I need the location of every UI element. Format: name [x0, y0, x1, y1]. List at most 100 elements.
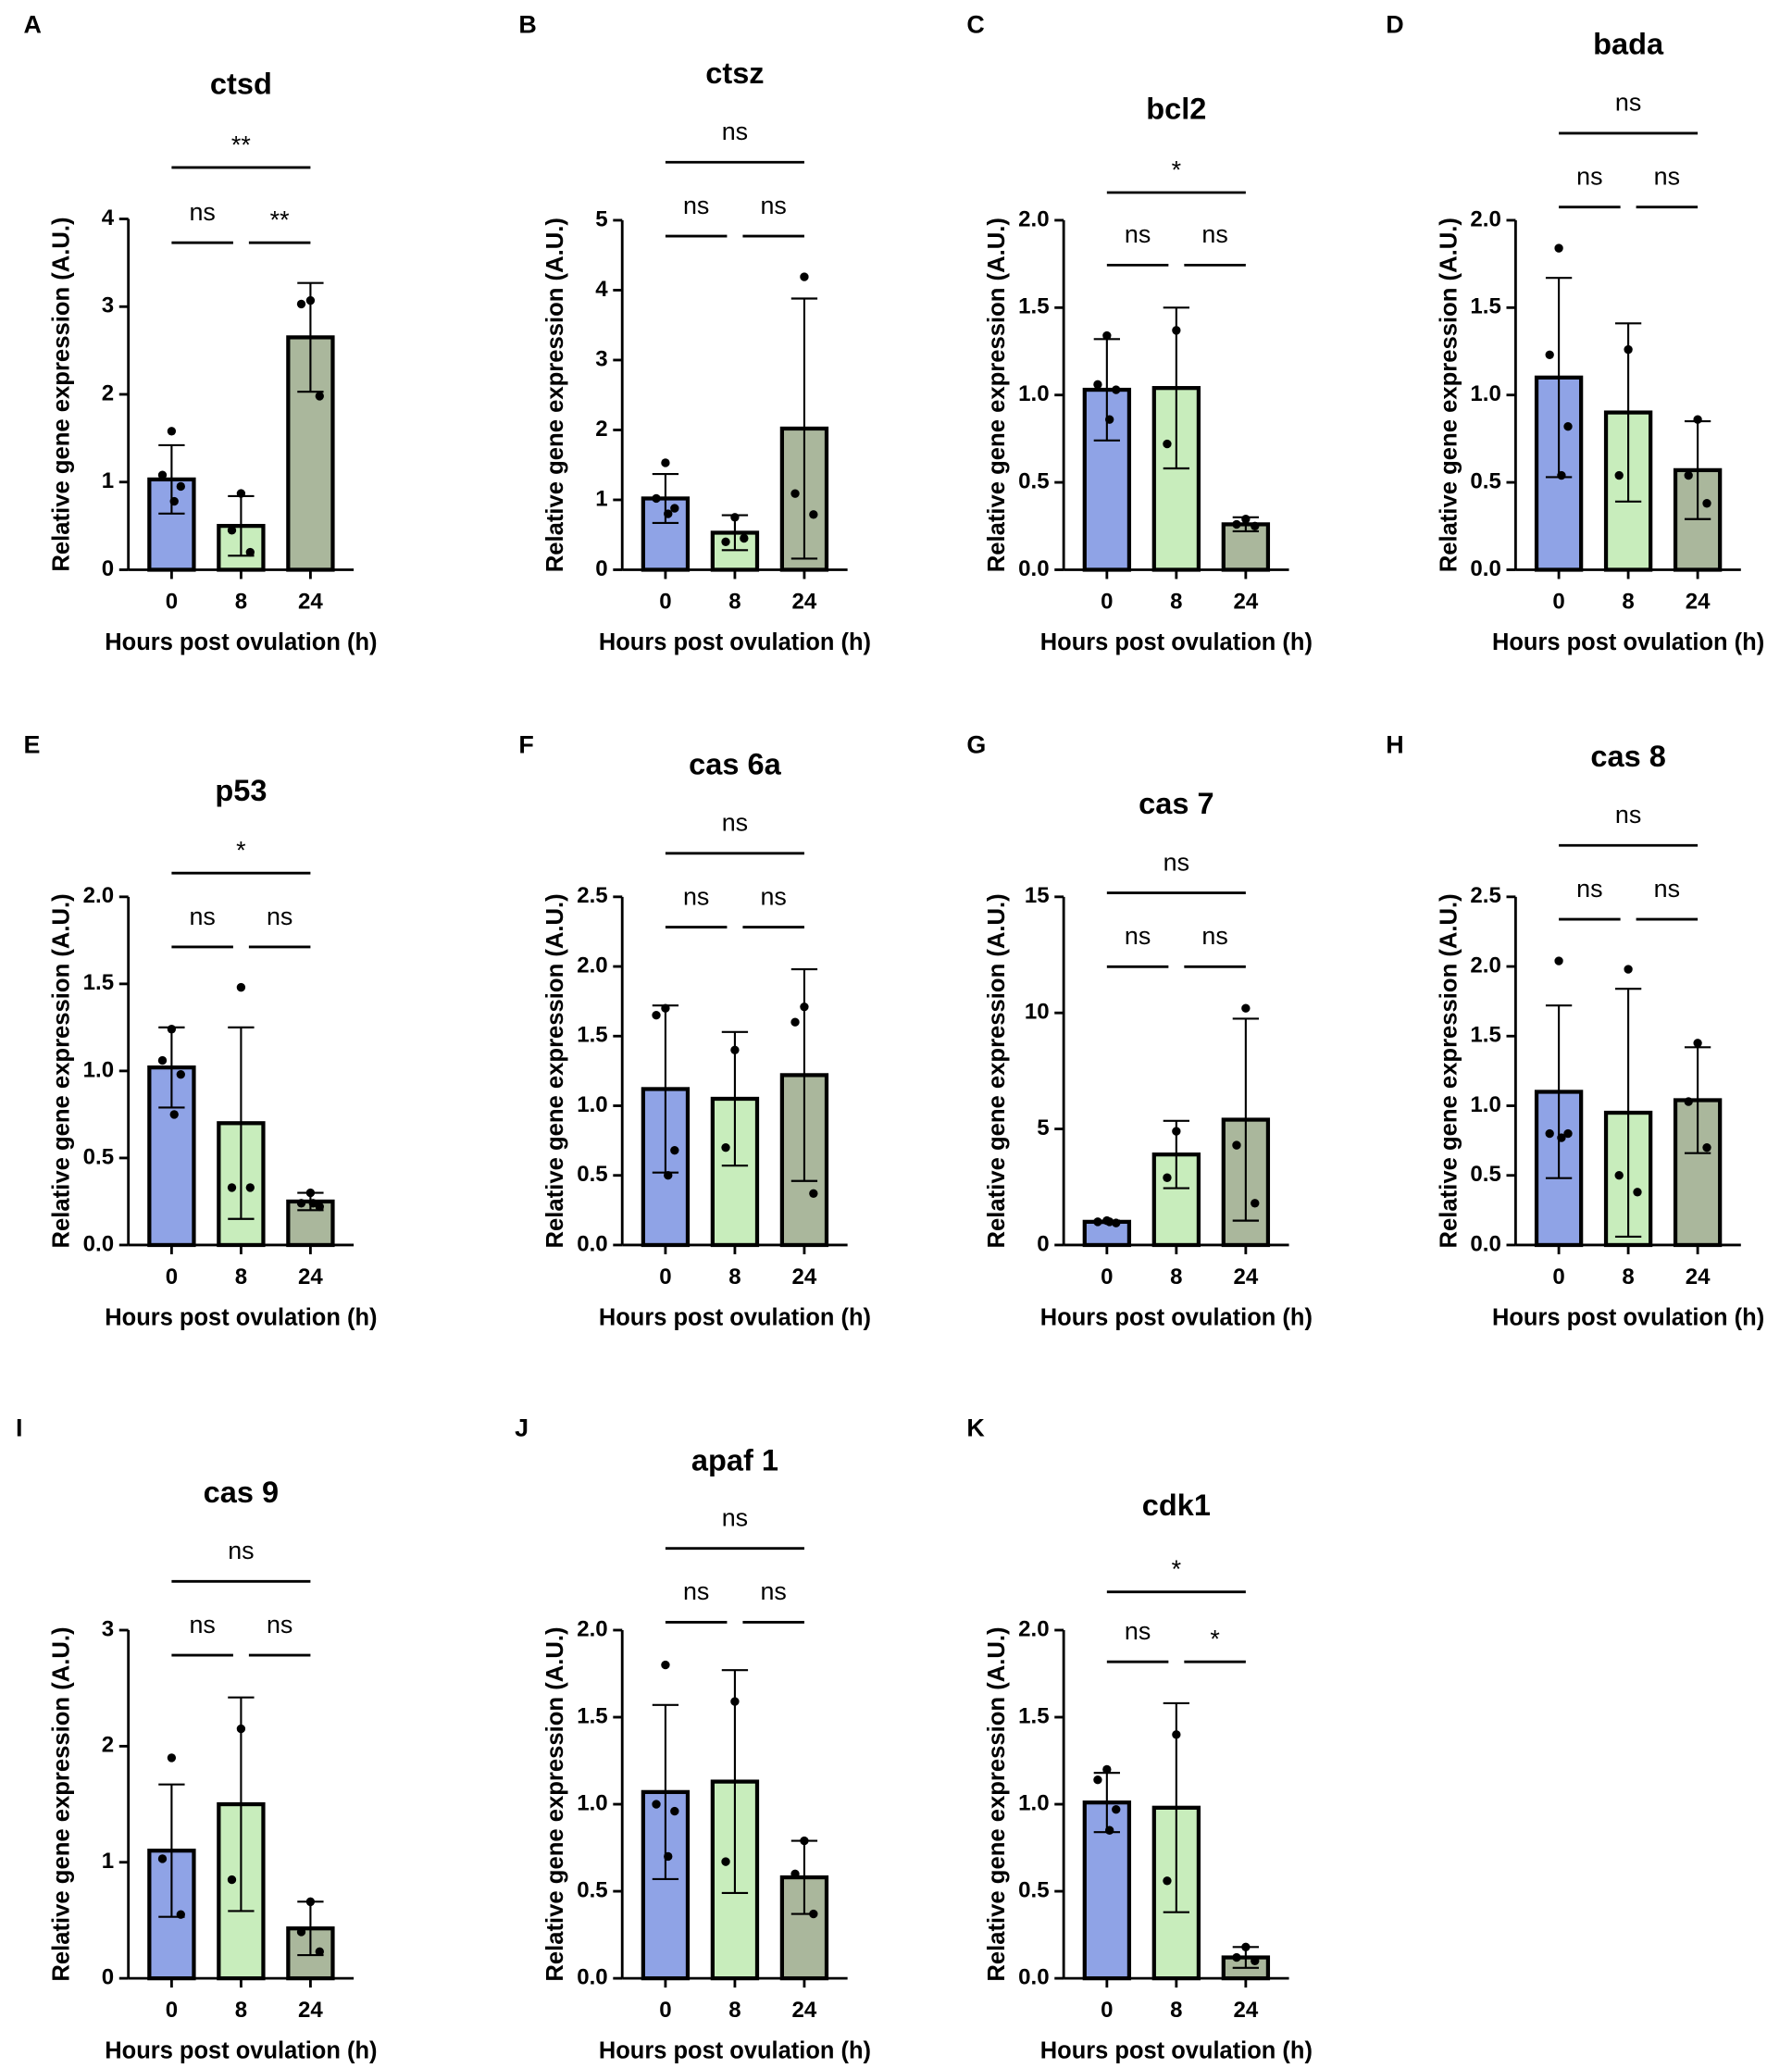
y-tick-label: 2 — [102, 380, 114, 405]
data-point — [800, 1002, 809, 1012]
x-axis-label: Hours post ovulation (h) — [105, 629, 377, 655]
chart-title: bada — [1593, 26, 1664, 60]
data-point — [227, 1875, 237, 1885]
x-tick-label: 24 — [792, 589, 817, 614]
y-tick-label: 0.0 — [1018, 1964, 1049, 1989]
x-tick-label: 8 — [235, 1264, 247, 1289]
data-point — [664, 509, 673, 518]
error-bar — [721, 1669, 749, 1895]
data-point — [1102, 1764, 1112, 1775]
data-point — [790, 1017, 800, 1027]
y-tick-label: 0 — [102, 1964, 114, 1989]
data-point — [236, 489, 246, 498]
data-point — [236, 982, 246, 992]
y-tick-label: 3 — [595, 346, 607, 371]
data-point — [157, 1854, 168, 1863]
y-tick-label: 0.0 — [577, 1964, 607, 1989]
x-tick-label: 0 — [1552, 1264, 1564, 1289]
data-point — [245, 547, 255, 557]
x-tick-label: 24 — [792, 1264, 817, 1289]
data-point — [227, 526, 237, 535]
y-tick-label: 1 — [102, 468, 114, 493]
x-tick-label: 8 — [1170, 1998, 1182, 2023]
data-point — [308, 1199, 317, 1208]
data-point — [157, 1055, 168, 1065]
x-tick-label: 24 — [298, 589, 323, 614]
x-tick-label: 0 — [1101, 589, 1113, 614]
y-axis-label: Relative gene expression (A.U.) — [984, 218, 1010, 572]
data-point — [1105, 415, 1114, 424]
y-tick-label: 2.0 — [577, 953, 607, 978]
y-tick-label: 2.5 — [1470, 883, 1500, 908]
bar — [1082, 1219, 1132, 1248]
chart-title: apaf 1 — [691, 1443, 778, 1477]
data-point — [305, 295, 316, 305]
data-point — [1693, 1039, 1702, 1048]
data-point — [1093, 1775, 1102, 1785]
data-point — [740, 533, 749, 543]
y-tick-label: 4 — [102, 206, 115, 230]
significance-label: ns — [760, 882, 786, 910]
data-point — [305, 1188, 316, 1198]
chart-title: ctsd — [210, 66, 272, 100]
y-tick-label: 2 — [102, 1733, 114, 1758]
significance-label: ns — [189, 1611, 215, 1638]
significance-label: ns — [722, 118, 748, 145]
x-tick-label: 24 — [1233, 1998, 1258, 2023]
data-point — [1633, 1188, 1642, 1197]
data-point — [661, 1660, 670, 1670]
x-tick-label: 8 — [235, 589, 247, 614]
y-tick-label: 0 — [102, 556, 114, 581]
x-tick-label: 0 — [166, 1264, 178, 1289]
y-axis-label: Relative gene expression (A.U.) — [984, 893, 1010, 1248]
data-point — [1172, 326, 1181, 335]
data-point — [652, 1011, 661, 1020]
y-tick-label: 1.5 — [1470, 1023, 1500, 1048]
data-point — [1251, 1956, 1260, 1966]
y-axis-label: Relative gene expression (A.U.) — [542, 893, 568, 1248]
error-bar — [1614, 988, 1642, 1239]
x-tick-label: 8 — [1622, 589, 1634, 614]
y-tick-label: 1.0 — [577, 1092, 607, 1117]
significance-label: * — [236, 836, 246, 864]
y-axis-label: Relative gene expression (A.U.) — [542, 218, 568, 572]
significance-label: ** — [270, 206, 290, 233]
data-point — [1554, 956, 1563, 965]
significance-label: * — [1210, 1625, 1220, 1652]
y-axis-label: Relative gene expression (A.U.) — [49, 1626, 75, 1981]
error-bar — [1545, 1004, 1573, 1179]
y-tick-label: 4 — [595, 277, 608, 302]
data-point — [664, 1171, 673, 1180]
y-tick-label: 0.5 — [577, 1877, 607, 1902]
significance-label: ns — [722, 809, 748, 837]
data-point — [652, 493, 661, 504]
x-tick-label: 0 — [166, 1998, 178, 2023]
data-point — [730, 513, 740, 522]
y-axis-label: Relative gene expression (A.U.) — [49, 217, 75, 571]
error-bar — [790, 297, 818, 560]
data-point — [730, 1045, 740, 1055]
y-tick-label: 1.5 — [1470, 294, 1500, 319]
y-tick-label: 2 — [595, 417, 607, 442]
data-point — [721, 537, 730, 546]
significance-label: ns — [189, 903, 215, 930]
x-axis-label: Hours post ovulation (h) — [105, 2038, 377, 2064]
data-point — [315, 1202, 324, 1212]
x-tick-label: 8 — [728, 589, 740, 614]
data-point — [1545, 350, 1554, 359]
significance-label: ns — [1201, 922, 1227, 950]
data-point — [1693, 415, 1702, 424]
data-point — [1624, 344, 1633, 355]
significance-label: ns — [267, 903, 292, 930]
data-point — [1232, 1952, 1241, 1962]
data-point — [652, 1800, 661, 1809]
significance-label: ns — [189, 198, 215, 226]
y-tick-label: 2.5 — [577, 883, 607, 908]
significance-label: ns — [228, 1537, 254, 1564]
y-axis-label: Relative gene expression (A.U.) — [1436, 893, 1462, 1248]
y-tick-label: 0 — [595, 556, 607, 581]
data-point — [1241, 1003, 1251, 1013]
y-tick-label: 0 — [1037, 1231, 1049, 1256]
data-point — [1105, 1825, 1114, 1835]
panel-letter: E — [23, 730, 40, 758]
